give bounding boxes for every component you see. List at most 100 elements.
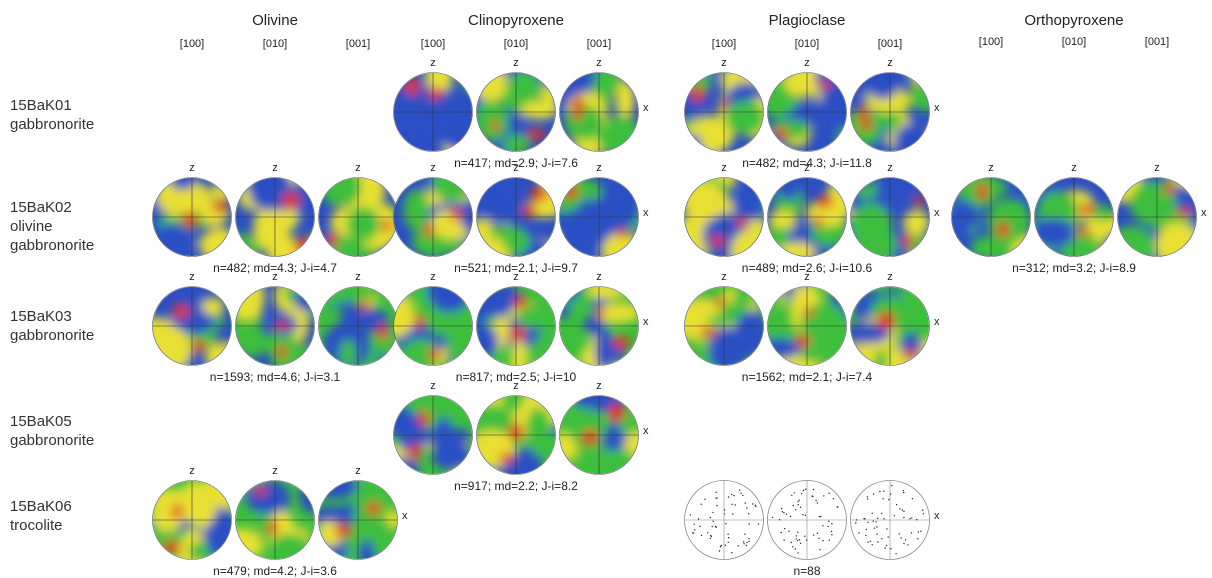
- cell-15BaK06-plagioclase-point: [795, 509, 796, 510]
- cell-15BaK06-plagioclase-point: [872, 544, 873, 545]
- cell-15BaK06-plagioclase-point: [748, 541, 749, 542]
- cell-15BaK06-plagioclase-point: [903, 517, 904, 518]
- cell-15BaK03-olivine-pole-figure-2: [318, 286, 398, 366]
- cell-15BaK06-plagioclase-point: [903, 511, 904, 512]
- axis-label-orthopyroxene-0: [100]: [979, 36, 1003, 48]
- cell-15BaK02-plagioclase-pole-figure-1: [767, 177, 847, 257]
- cell-15BaK02-orthopyroxene-pole-figure-0: [951, 177, 1031, 257]
- cell-15BaK02-clinopyroxene-z-label-1: z: [513, 162, 519, 174]
- cell-15BaK06-plagioclase-point: [792, 546, 793, 547]
- cell-15BaK02-clinopyroxene-z-label-2: z: [596, 162, 602, 174]
- cell-15BaK06-plagioclase-point: [790, 516, 791, 517]
- cell-15BaK03-olivine-z-label-2: z: [355, 271, 361, 283]
- cell-15BaK06-plagioclase-point: [886, 528, 887, 529]
- cell-15BaK06-plagioclase-point: [899, 508, 900, 509]
- cell-15BaK06-plagioclase-point: [746, 507, 747, 508]
- cell-15BaK06-olivine-pole-figure-2: [318, 480, 398, 560]
- cell-15BaK06-plagioclase-point: [694, 529, 695, 530]
- cell-15BaK06-plagioclase-point: [891, 485, 892, 486]
- cell-15BaK06-plagioclase-point: [690, 514, 691, 515]
- cell-15BaK06-plagioclase-point: [794, 492, 795, 493]
- cell-15BaK06-plagioclase-point: [728, 496, 729, 497]
- cell-15BaK06-olivine-pole-figure-1: [235, 480, 315, 560]
- cell-15BaK06-plagioclase-point: [746, 542, 747, 543]
- cell-15BaK06-plagioclase-point: [732, 513, 733, 514]
- cell-15BaK03-clinopyroxene-z-label-0: z: [430, 271, 436, 283]
- cell-15BaK06-plagioclase-point: [890, 548, 891, 549]
- cell-15BaK03-olivine-z-label-0: z: [189, 271, 195, 283]
- cell-15BaK06-plagioclase-point: [741, 493, 742, 494]
- cell-15BaK02-olivine-pole-figure-1: [235, 177, 315, 257]
- cell-15BaK06-plagioclase-point: [799, 539, 800, 540]
- cell-15BaK06-plagioclase-point: [922, 509, 923, 510]
- cell-15BaK06-plagioclase-point: [798, 500, 799, 501]
- cell-15BaK02-olivine-z-label-1: z: [272, 162, 278, 174]
- cell-15BaK02-plagioclase-z-label-0: z: [721, 162, 727, 174]
- cell-15BaK06-plagioclase-point: [815, 500, 816, 501]
- cell-15BaK06-plagioclase-point: [731, 504, 732, 505]
- cell-15BaK06-plagioclase-point: [802, 514, 803, 515]
- cell-15BaK06-plagioclase-point: [876, 526, 877, 527]
- cell-15BaK01-clinopyroxene-density: [374, 53, 486, 163]
- cell-15BaK06-plagioclase-point: [911, 517, 912, 518]
- cell-15BaK06-plagioclase-point: [805, 489, 806, 490]
- cell-15BaK06-plagioclase-point: [865, 535, 866, 536]
- cell-15BaK06-plagioclase-point: [783, 539, 784, 540]
- cell-15BaK06-plagioclase-point: [724, 513, 725, 514]
- cell-15BaK06-plagioclase-point: [819, 516, 820, 517]
- cell-15BaK06-plagioclase-point: [772, 517, 773, 518]
- sample-label-line: 15BaK01: [10, 96, 94, 115]
- cell-15BaK06-plagioclase-point: [867, 542, 868, 543]
- cell-15BaK05-clinopyroxene-density: [552, 384, 650, 489]
- cell-15BaK03-plagioclase-z-label-1: z: [804, 271, 810, 283]
- cell-15BaK06-plagioclase-point: [828, 493, 829, 494]
- cell-15BaK03-plagioclase-x-label: x: [934, 316, 940, 328]
- cell-15BaK06-plagioclase-point: [896, 504, 897, 505]
- cell-15BaK06-plagioclase-point: [903, 543, 904, 544]
- cell-15BaK06-plagioclase-point: [719, 550, 720, 551]
- cell-15BaK06-plagioclase-point: [877, 518, 878, 519]
- cell-15BaK06-plagioclase-point: [867, 522, 868, 523]
- cell-15BaK06-plagioclase-point: [870, 541, 871, 542]
- cell-15BaK06-plagioclase-point: [781, 532, 782, 533]
- cell-15BaK06-plagioclase-x-label: x: [934, 510, 940, 522]
- cell-15BaK06-plagioclase-point: [813, 534, 814, 535]
- cell-15BaK02-clinopyroxene-x-label: x: [643, 207, 649, 219]
- cell-15BaK03-clinopyroxene-x-label: x: [643, 316, 649, 328]
- cell-15BaK06-plagioclase-point: [831, 534, 832, 535]
- cell-15BaK06-plagioclase-point: [797, 532, 798, 533]
- cell-15BaK06-plagioclase-point: [712, 526, 713, 527]
- cell-15BaK06-plagioclase-point: [909, 518, 910, 519]
- cell-15BaK06-plagioclase-point: [724, 509, 725, 510]
- cell-15BaK02-orthopyroxene-z-label-1: z: [1071, 162, 1077, 174]
- cell-15BaK06-plagioclase-point: [866, 529, 867, 530]
- cell-15BaK02-orthopyroxene-density: [1016, 177, 1133, 268]
- cell-15BaK06-plagioclase-point: [881, 513, 882, 514]
- cell-15BaK06-olivine-z-label-0: z: [189, 465, 195, 477]
- cell-15BaK02-plagioclase-x-label: x: [934, 207, 940, 219]
- cell-15BaK06-olivine-z-label-2: z: [355, 465, 361, 477]
- cell-15BaK06-plagioclase-point: [822, 540, 823, 541]
- cell-15BaK06-plagioclase-point: [791, 495, 792, 496]
- cell-15BaK06-plagioclase-point: [867, 496, 868, 497]
- mineral-title-orthopyroxene: Orthopyroxene: [1024, 12, 1123, 29]
- cell-15BaK06-plagioclase-point: [743, 543, 744, 544]
- sample-label-line: 15BaK05: [10, 412, 94, 431]
- cell-15BaK01-clinopyroxene-z-label-2: z: [596, 57, 602, 69]
- axis-label-clinopyroxene-0: [100]: [421, 38, 445, 50]
- cell-15BaK06-plagioclase-point: [716, 527, 717, 528]
- cell-15BaK01-clinopyroxene-x-label: x: [643, 102, 649, 114]
- cell-15BaK06-plagioclase-point: [890, 493, 891, 494]
- cell-15BaK06-plagioclase-point: [923, 513, 924, 514]
- cell-15BaK03-olivine-pole-figure-0: [152, 286, 232, 366]
- cell-15BaK06-plagioclase-point: [692, 532, 693, 533]
- cell-15BaK06-olivine-density: [217, 465, 325, 578]
- sample-label-line: 15BaK02: [10, 198, 94, 217]
- cell-15BaK06-plagioclase-point: [694, 524, 695, 525]
- cell-15BaK06-plagioclase-point: [728, 542, 729, 543]
- cell-15BaK06-plagioclase-point: [699, 526, 700, 527]
- cell-15BaK06-plagioclase-point: [701, 504, 702, 505]
- cell-15BaK06-plagioclase-point: [795, 548, 796, 549]
- cell-15BaK06-plagioclase-point: [888, 499, 889, 500]
